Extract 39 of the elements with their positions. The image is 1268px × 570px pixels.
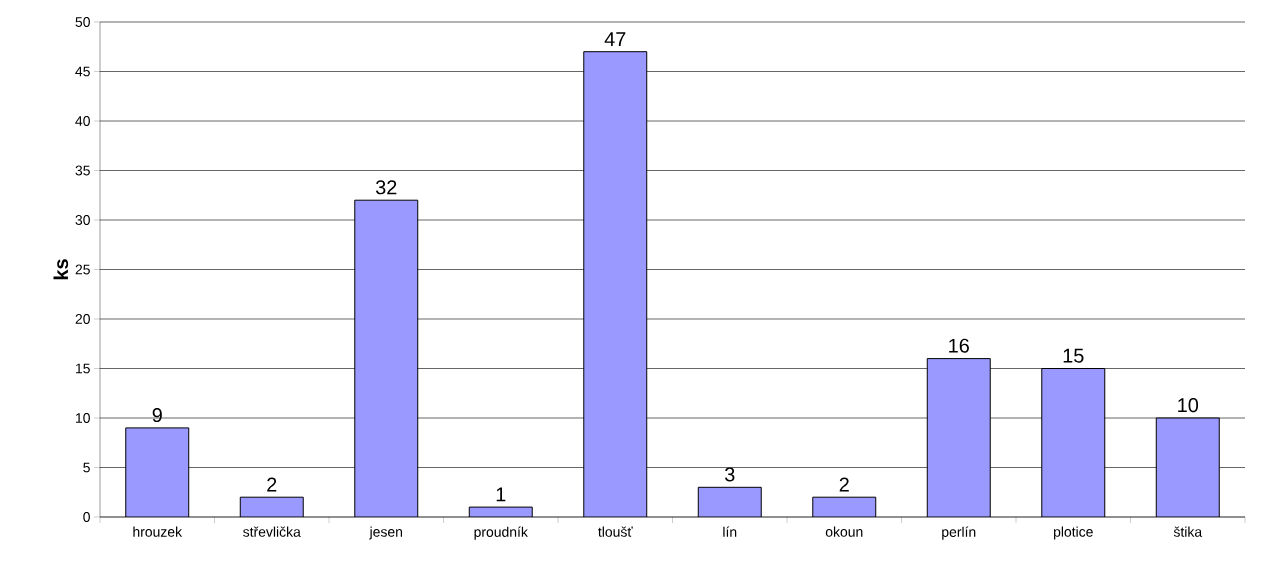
y-tick-label: 45 xyxy=(75,66,90,77)
y-tick-label: 40 xyxy=(75,116,90,126)
data-label: 47 xyxy=(604,32,626,46)
bar xyxy=(1155,417,1220,517)
bar xyxy=(583,51,648,517)
bar xyxy=(1041,368,1106,517)
data-label: 2 xyxy=(267,477,277,492)
x-tick-label: štika xyxy=(1173,526,1203,537)
y-tick-label: 25 xyxy=(75,264,90,275)
bar xyxy=(926,358,991,517)
data-label: 16 xyxy=(949,338,969,353)
y-tick-label: 0 xyxy=(83,512,90,522)
y-tick-label: 20 xyxy=(75,314,90,324)
y-tick-label: 10 xyxy=(76,413,90,423)
x-tick-label: tloušť xyxy=(598,526,633,537)
y-tick-label: 30 xyxy=(75,215,90,225)
x-tick-label: lín xyxy=(723,526,737,537)
x-tick-label: střevlička xyxy=(243,526,301,537)
x-tick-label: hrouzek xyxy=(133,526,183,537)
bar xyxy=(697,486,762,517)
data-label: 32 xyxy=(375,180,397,195)
y-axis-title: ks xyxy=(53,259,69,280)
y-tick-label: 35 xyxy=(75,165,90,176)
data-label: 3 xyxy=(724,467,735,482)
y-tick-label: 50 xyxy=(75,17,90,27)
bar xyxy=(354,199,419,517)
data-label: 1 xyxy=(496,487,506,502)
x-tick-label: jesen xyxy=(369,526,403,540)
data-label: 2 xyxy=(839,477,849,492)
y-tick-label: 5 xyxy=(83,462,90,473)
data-label: 15 xyxy=(1063,348,1084,363)
data-label: 9 xyxy=(152,407,162,423)
bar xyxy=(125,427,190,517)
x-tick-label: plotice xyxy=(1054,526,1093,540)
y-tick-label: 15 xyxy=(76,363,90,374)
data-label: 10 xyxy=(1178,398,1199,413)
x-tick-label: okoun xyxy=(825,526,863,537)
x-tick-label: perlín xyxy=(942,526,976,540)
x-tick-label: proudník xyxy=(474,526,528,540)
